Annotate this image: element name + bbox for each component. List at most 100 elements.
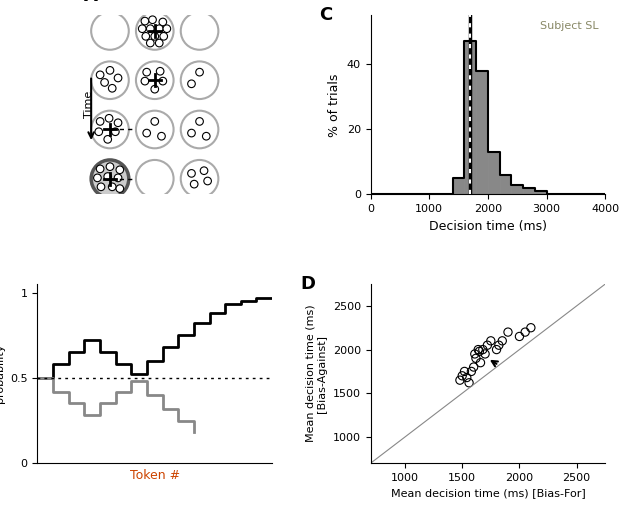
Circle shape	[104, 135, 112, 143]
Point	[480, 350, 490, 358]
Circle shape	[106, 67, 114, 74]
Circle shape	[141, 77, 149, 85]
Circle shape	[114, 74, 122, 82]
Point	[497, 337, 507, 345]
Point	[474, 347, 484, 355]
Circle shape	[149, 16, 157, 23]
Bar	[512, 185, 523, 194]
Point	[503, 328, 513, 336]
Circle shape	[96, 118, 104, 125]
Circle shape	[181, 110, 218, 148]
Circle shape	[159, 18, 167, 26]
Point	[464, 379, 474, 387]
Circle shape	[196, 118, 203, 125]
Circle shape	[136, 62, 173, 99]
X-axis label: Token #: Token #	[130, 469, 180, 482]
Circle shape	[94, 174, 101, 182]
Circle shape	[204, 177, 212, 185]
Bar	[535, 191, 547, 194]
Point	[475, 359, 485, 367]
Circle shape	[96, 165, 104, 173]
Circle shape	[163, 25, 170, 33]
Circle shape	[95, 128, 102, 135]
Circle shape	[104, 173, 112, 180]
Circle shape	[160, 33, 167, 40]
X-axis label: Mean decision time (ms) [Bias-For]: Mean decision time (ms) [Bias-For]	[391, 489, 585, 498]
Bar	[476, 71, 488, 194]
Text: A: A	[84, 0, 98, 6]
Point	[494, 341, 504, 349]
Circle shape	[151, 33, 158, 40]
Circle shape	[143, 129, 150, 137]
Circle shape	[158, 132, 165, 140]
Point	[514, 332, 524, 341]
Circle shape	[91, 62, 129, 99]
Circle shape	[109, 183, 116, 191]
Circle shape	[136, 110, 173, 148]
Circle shape	[139, 25, 146, 33]
Circle shape	[181, 62, 218, 99]
Circle shape	[91, 110, 129, 148]
Point	[492, 346, 502, 354]
Point	[526, 324, 536, 332]
Circle shape	[112, 128, 119, 135]
Circle shape	[101, 79, 109, 86]
Circle shape	[136, 160, 173, 197]
Point	[520, 328, 530, 336]
Circle shape	[155, 39, 163, 47]
Point	[482, 341, 492, 349]
Point	[486, 337, 496, 345]
Point	[469, 363, 479, 371]
Bar	[453, 178, 464, 194]
Circle shape	[114, 174, 122, 182]
Circle shape	[136, 12, 173, 50]
Bar	[488, 152, 500, 194]
Circle shape	[97, 183, 105, 191]
Circle shape	[142, 33, 150, 40]
Point	[473, 346, 483, 354]
Circle shape	[114, 119, 122, 127]
Y-axis label: Mean decision time (ms)
[Bias-Against]: Mean decision time (ms) [Bias-Against]	[306, 305, 327, 442]
Circle shape	[196, 68, 203, 76]
Point	[459, 367, 469, 376]
Circle shape	[181, 12, 218, 50]
Point	[478, 346, 488, 354]
Circle shape	[91, 160, 129, 197]
Circle shape	[188, 169, 195, 177]
Circle shape	[91, 12, 129, 50]
Circle shape	[151, 86, 158, 93]
Circle shape	[105, 115, 113, 122]
Bar	[523, 188, 535, 194]
Circle shape	[109, 84, 116, 92]
Circle shape	[116, 185, 124, 192]
Circle shape	[188, 129, 195, 137]
Circle shape	[159, 77, 167, 85]
Point	[466, 367, 476, 376]
Circle shape	[151, 118, 158, 125]
Circle shape	[202, 132, 210, 140]
Circle shape	[157, 68, 164, 75]
Point	[462, 374, 472, 382]
Circle shape	[181, 160, 218, 197]
Point	[457, 372, 467, 380]
Circle shape	[200, 167, 208, 175]
Circle shape	[190, 180, 198, 188]
Circle shape	[143, 68, 150, 76]
Circle shape	[96, 71, 104, 79]
Text: Subject SL: Subject SL	[540, 21, 598, 31]
Text: D: D	[300, 275, 315, 293]
Point	[471, 354, 481, 362]
Circle shape	[141, 17, 149, 25]
Point	[455, 376, 465, 384]
X-axis label: Decision time (ms): Decision time (ms)	[429, 220, 547, 233]
Y-axis label: % of trials: % of trials	[328, 73, 341, 136]
Point	[470, 350, 480, 358]
Text: Time: Time	[84, 91, 94, 119]
Circle shape	[106, 163, 114, 171]
Bar	[500, 175, 512, 194]
Text: C: C	[319, 6, 332, 24]
Circle shape	[116, 166, 124, 174]
Circle shape	[147, 39, 154, 47]
Circle shape	[155, 25, 163, 33]
Y-axis label: Success
probability: Success probability	[0, 344, 4, 403]
